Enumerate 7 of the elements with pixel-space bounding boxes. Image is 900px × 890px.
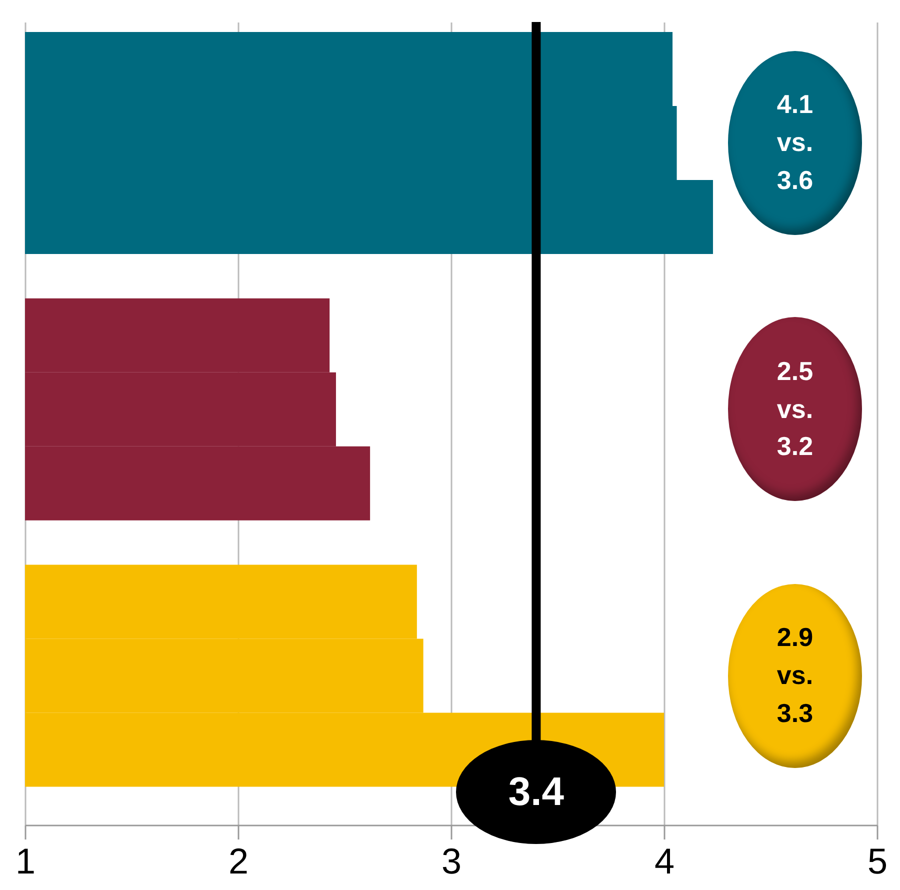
annotation: 2.9 vs. 3.3 — [776, 621, 814, 730]
x-tick-label: 5 — [867, 840, 888, 882]
x-tick-label: 2 — [228, 840, 249, 882]
x-tick-label: 1 — [15, 840, 36, 882]
annotation: 2.5 vs. 3.2 — [776, 354, 814, 464]
x-tick-label: 4 — [654, 840, 675, 882]
annotation: 4.1 vs. 3.6 — [776, 88, 814, 197]
